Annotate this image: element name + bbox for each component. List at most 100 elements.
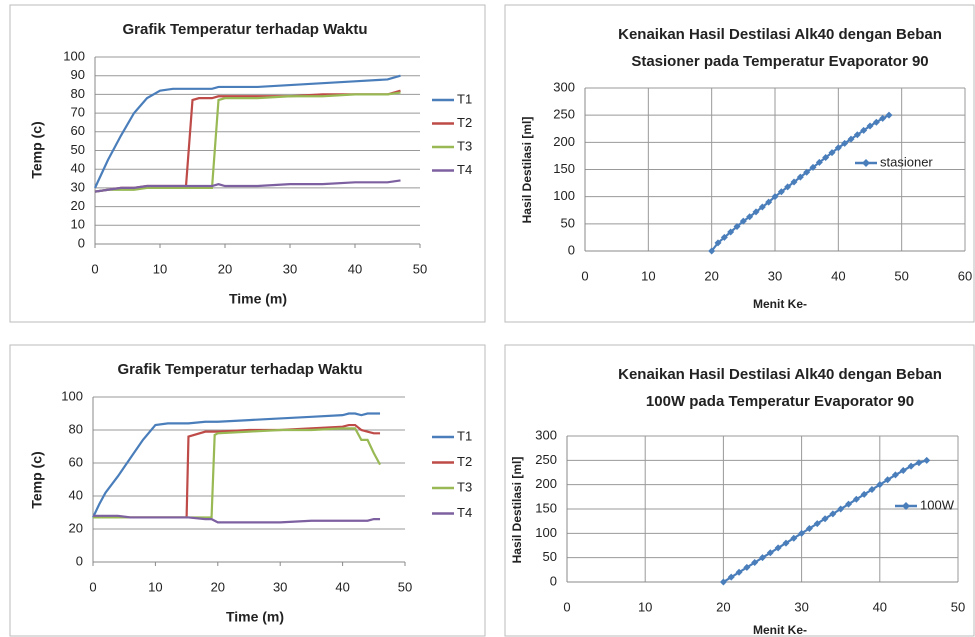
chart-panel [9,4,486,323]
data-point [790,534,798,542]
data-point [714,239,722,247]
legend-label: T4 [457,505,472,520]
chart-title: Grafik Temperatur terhadap Waktu [117,361,362,378]
chart-title: Kenaikan Hasil Destilasi Alk40 dengan Be… [618,26,942,43]
y-tick-label: 20 [69,520,83,535]
data-point [847,135,855,143]
x-tick-label: 60 [958,268,972,283]
y-tick-label: 50 [561,215,575,230]
data-point [790,178,798,186]
data-point [860,126,868,134]
x-tick-label: 30 [794,599,808,614]
y-tick-label: 70 [71,105,85,120]
x-tick-label: 20 [211,579,225,594]
data-point [828,149,836,157]
y-tick-label: 100 [553,188,575,203]
y-tick-label: 0 [78,235,85,250]
x-tick-label: 50 [398,579,412,594]
y-tick-label: 40 [69,487,83,502]
series-line [93,514,381,524]
data-point [809,163,817,171]
chart-title: Stasioner pada Temperatur Evaporator 90 [631,53,928,70]
y-tick-label: 30 [71,179,85,194]
x-tick-label: 10 [641,268,655,283]
legend-label: T1 [457,91,472,106]
data-point [798,529,806,537]
y-tick-label: 90 [71,67,85,82]
x-tick-label: 40 [831,268,845,283]
data-point [907,462,915,470]
x-axis-title: Time (m) [226,609,284,625]
chart-panel [9,344,486,637]
data-point [899,467,907,475]
x-tick-label: 10 [153,261,167,276]
y-tick-label: 0 [550,573,557,588]
data-point [876,481,884,489]
data-point [834,144,842,152]
legend-label: T2 [457,115,472,130]
data-point [777,188,785,196]
chart-panel [504,344,975,637]
y-axis-title: Temp (c) [29,121,45,178]
chart-title: 100W pada Temperatur Evaporator 90 [646,393,914,410]
legend-label: T3 [457,138,472,153]
x-tick-label: 0 [89,579,96,594]
data-point [727,228,735,236]
series-line [93,427,382,519]
data-point [845,500,853,508]
data-point [774,544,782,552]
data-point [720,233,728,241]
data-point [765,198,773,206]
chart-title: Grafik Temperatur terhadap Waktu [122,21,367,38]
data-point [735,568,743,576]
data-point [708,247,716,255]
data-point [923,456,931,464]
data-point [733,223,741,231]
x-tick-label: 30 [273,579,287,594]
x-tick-label: 20 [716,599,730,614]
y-axis-title: Hasil Destilasi [ml] [520,117,534,224]
x-tick-label: 40 [335,579,349,594]
y-tick-label: 20 [71,198,85,213]
y-axis-title: Temp (c) [29,451,45,508]
data-point [752,208,760,216]
data-point [891,471,899,479]
x-tick-label: 20 [218,261,232,276]
data-point [746,213,754,221]
y-tick-label: 150 [535,500,557,515]
data-point [885,111,893,119]
x-axis-title: Menit Ke- [753,297,807,311]
data-point [866,122,874,130]
data-point [837,505,845,513]
y-tick-label: 250 [535,452,557,467]
y-axis-title: Hasil Destilasi [ml] [510,457,524,564]
y-tick-label: 0 [568,242,575,257]
data-point [727,573,735,581]
y-tick-label: 200 [535,476,557,491]
x-tick-label: 30 [768,268,782,283]
y-tick-label: 300 [553,79,575,94]
data-point [758,203,766,211]
x-tick-label: 40 [348,261,362,276]
data-point [803,168,811,176]
legend-label: 100W [920,497,955,512]
data-point [719,578,727,586]
data-point [739,217,747,225]
x-tick-label: 0 [581,268,588,283]
y-tick-label: 100 [61,388,83,403]
data-point [852,495,860,503]
y-tick-label: 60 [71,123,85,138]
x-tick-label: 50 [951,599,965,614]
legend-label: stasioner [880,154,933,169]
data-point [821,515,829,523]
data-point [829,510,837,518]
x-tick-label: 40 [873,599,887,614]
x-axis-title: Menit Ke- [753,623,807,637]
y-tick-label: 80 [71,86,85,101]
data-point [872,118,880,126]
y-tick-label: 50 [71,142,85,157]
data-point [879,114,887,122]
data-point [841,139,849,147]
